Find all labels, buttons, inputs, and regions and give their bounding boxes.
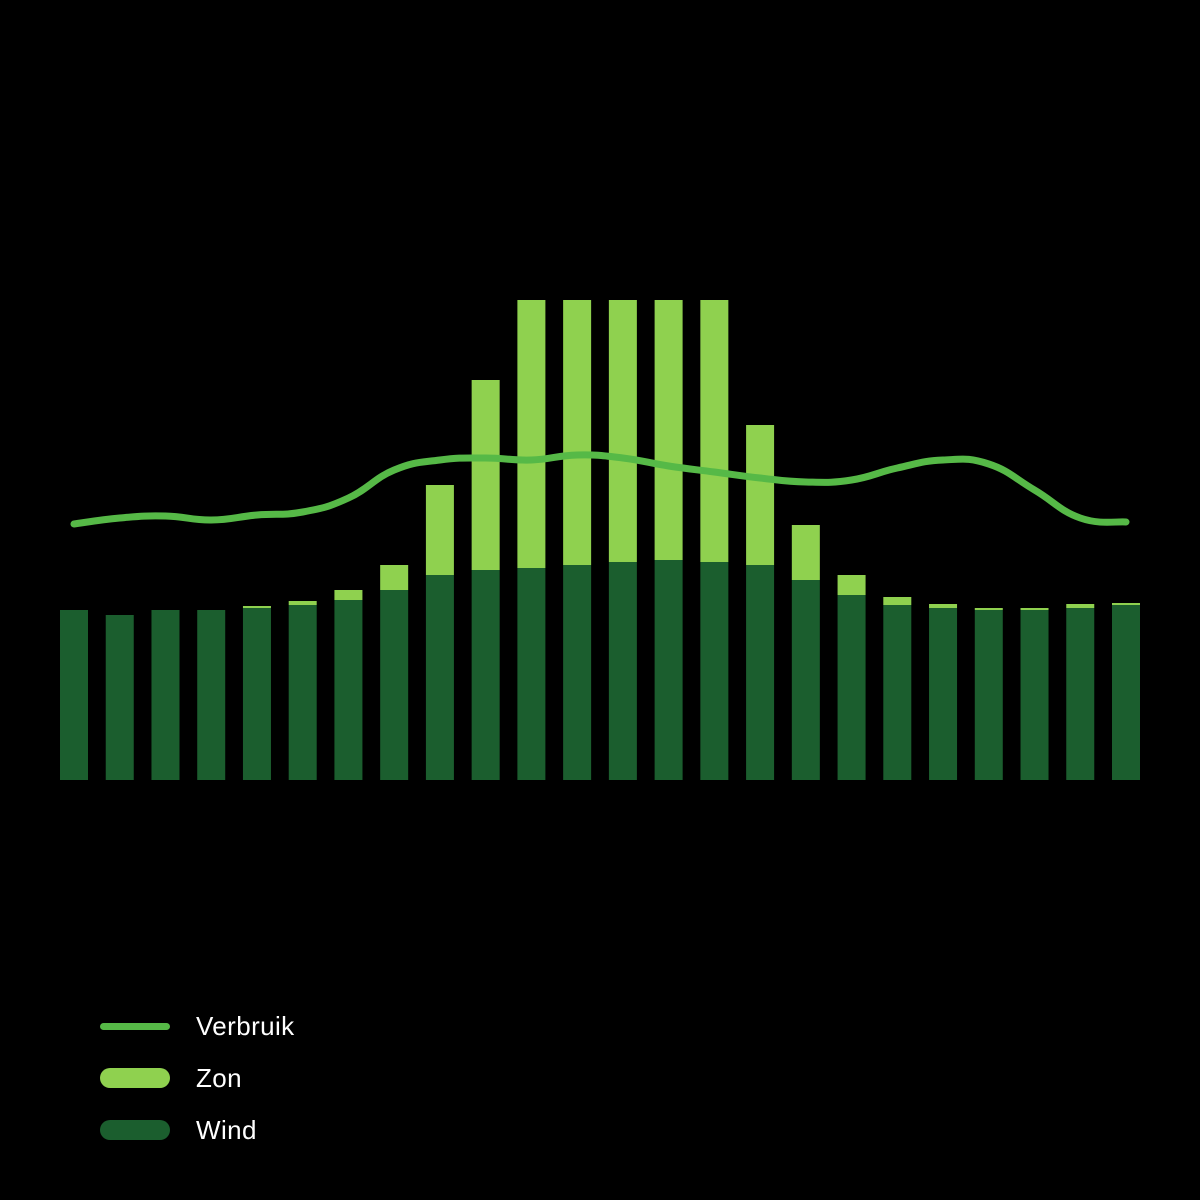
bar-zon [929, 604, 957, 608]
energy-chart [60, 300, 1140, 780]
bar-zon [792, 525, 820, 580]
bar-zon [1112, 603, 1140, 605]
bar-wind [883, 605, 911, 780]
bar-zon [517, 300, 545, 568]
bar-wind [60, 610, 88, 780]
bar-wind [243, 608, 271, 780]
bar-zon [380, 565, 408, 590]
bar-zon [883, 597, 911, 605]
legend-item-zon: Zon [100, 1052, 295, 1104]
legend-label: Zon [196, 1063, 242, 1094]
legend-item-wind: Wind [100, 1104, 295, 1156]
bar-zon [426, 485, 454, 575]
bar-wind [655, 560, 683, 780]
stage: Verbruik Zon Wind [0, 0, 1200, 1200]
bar-wind [746, 565, 774, 780]
bar-wind [426, 575, 454, 780]
bar-zon [289, 601, 317, 605]
bar-wind [106, 615, 134, 780]
bar-wind [700, 562, 728, 780]
bar-wind [197, 610, 225, 780]
legend-item-verbruik: Verbruik [100, 1000, 295, 1052]
bar-wind [929, 608, 957, 780]
chart-svg [60, 300, 1140, 780]
bar-wind [563, 565, 591, 780]
bar-wind [1066, 608, 1094, 780]
bar-zon [838, 575, 866, 595]
legend-swatch [100, 1068, 170, 1088]
bar-wind [151, 610, 179, 780]
bar-wind [838, 595, 866, 780]
bar-wind [1112, 605, 1140, 780]
bar-zon [563, 300, 591, 565]
bar-zon [975, 608, 1003, 610]
legend-label: Wind [196, 1115, 257, 1146]
bar-wind [380, 590, 408, 780]
line-verbruik [74, 455, 1126, 524]
bar-zon [1066, 604, 1094, 608]
bar-zon [243, 606, 271, 608]
bar-wind [517, 568, 545, 780]
bar-wind [792, 580, 820, 780]
bar-zon [334, 590, 362, 600]
bar-wind [472, 570, 500, 780]
bar-zon [1021, 608, 1049, 610]
bar-zon [746, 425, 774, 565]
bar-wind [975, 610, 1003, 780]
bar-zon [700, 300, 728, 562]
legend-swatch [100, 1120, 170, 1140]
bar-wind [609, 562, 637, 780]
legend: Verbruik Zon Wind [100, 1000, 295, 1156]
bar-zon [472, 380, 500, 570]
bar-zon [655, 300, 683, 560]
bar-wind [1021, 610, 1049, 780]
bar-wind [289, 605, 317, 780]
legend-swatch-line [100, 1023, 170, 1030]
bar-zon [609, 300, 637, 562]
bar-wind [334, 600, 362, 780]
legend-label: Verbruik [196, 1011, 295, 1042]
